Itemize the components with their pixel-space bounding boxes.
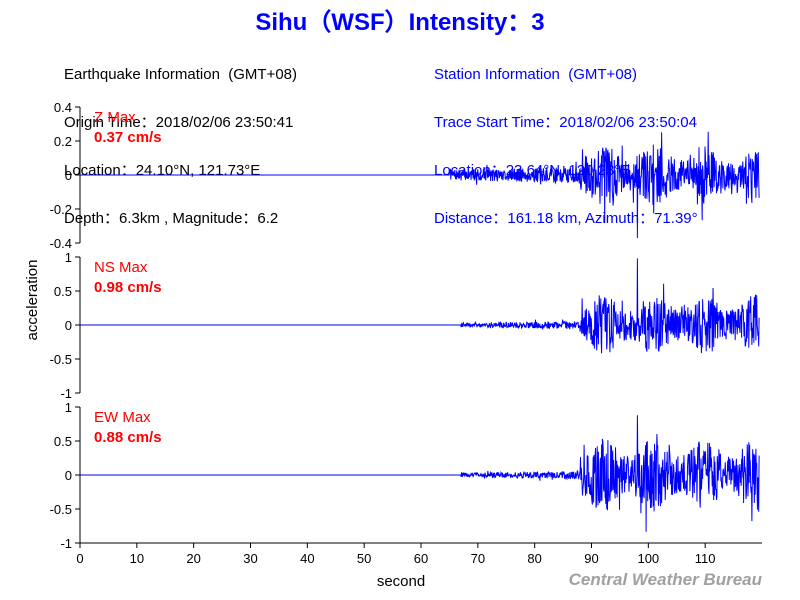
x-tick-label: 50 <box>357 551 371 566</box>
y-tick-label: 1 <box>65 400 72 415</box>
credit-label: Central Weather Bureau <box>568 570 762 589</box>
x-tick-label: 60 <box>414 551 428 566</box>
x-tick-label: 80 <box>527 551 541 566</box>
x-tick-label: 70 <box>471 551 485 566</box>
waveform-z <box>80 131 760 238</box>
max-value-ew: 0.88 cm/s <box>94 429 162 446</box>
waveform-ew <box>80 415 760 532</box>
max-label-ns: NS Max <box>94 259 148 276</box>
y-tick-label: -0.5 <box>50 502 72 517</box>
x-tick-label: 0 <box>76 551 83 566</box>
station-info-heading: Station Information (GMT+08) <box>434 66 637 83</box>
earthquake-info: Earthquake Information (GMT+08) Origin T… <box>64 35 297 243</box>
x-tick-label: 110 <box>695 551 716 566</box>
station-distance-azimuth: Distance：161.18 km, Azimuth：71.39° <box>434 210 698 227</box>
y-tick-label: 0 <box>65 168 72 183</box>
y-tick-label: -1 <box>60 536 72 551</box>
y-tick-label: 0.4 <box>54 100 72 115</box>
y-tick-label: -0.5 <box>50 352 72 367</box>
chart-title: Sihu（WSF）Intensity：3 <box>255 9 545 36</box>
y-tick-label: -0.2 <box>50 202 72 217</box>
y-tick-label: 0.5 <box>54 434 72 449</box>
max-label-ew: EW Max <box>94 409 151 426</box>
y-tick-label: 0 <box>65 318 72 333</box>
x-tick-label: 10 <box>130 551 144 566</box>
y-axis-title: acceleration <box>24 260 41 341</box>
y-tick-label: -1 <box>60 386 72 401</box>
x-tick-label: 100 <box>637 551 659 566</box>
x-axis-title: second <box>377 573 425 590</box>
x-tick-label: 40 <box>300 551 314 566</box>
x-tick-label: 20 <box>186 551 200 566</box>
station-trace-start: Trace Start Time：2018/02/06 23:50:04 <box>434 114 697 131</box>
y-tick-label: 0 <box>65 468 72 483</box>
x-tick-label: 30 <box>243 551 257 566</box>
y-tick-label: 0.2 <box>54 134 72 149</box>
max-value-ns: 0.98 cm/s <box>94 279 162 296</box>
x-tick-label: 90 <box>584 551 598 566</box>
waveform-ns <box>80 258 760 354</box>
station-info: Station Information (GMT+08) Trace Start… <box>434 35 698 243</box>
earthquake-info-heading: Earthquake Information (GMT+08) <box>64 66 298 83</box>
max-label-z: Z Max <box>94 109 136 126</box>
y-tick-label: 1 <box>65 250 72 265</box>
earthquake-origin-time: Origin Time：2018/02/06 23:50:41 <box>64 114 294 131</box>
max-value-z: 0.37 cm/s <box>94 129 162 146</box>
y-tick-label: 0.5 <box>54 284 72 299</box>
earthquake-depth-magnitude: Depth：6.3km , Magnitude：6.2 <box>64 210 279 227</box>
y-tick-label: -0.4 <box>50 236 72 251</box>
